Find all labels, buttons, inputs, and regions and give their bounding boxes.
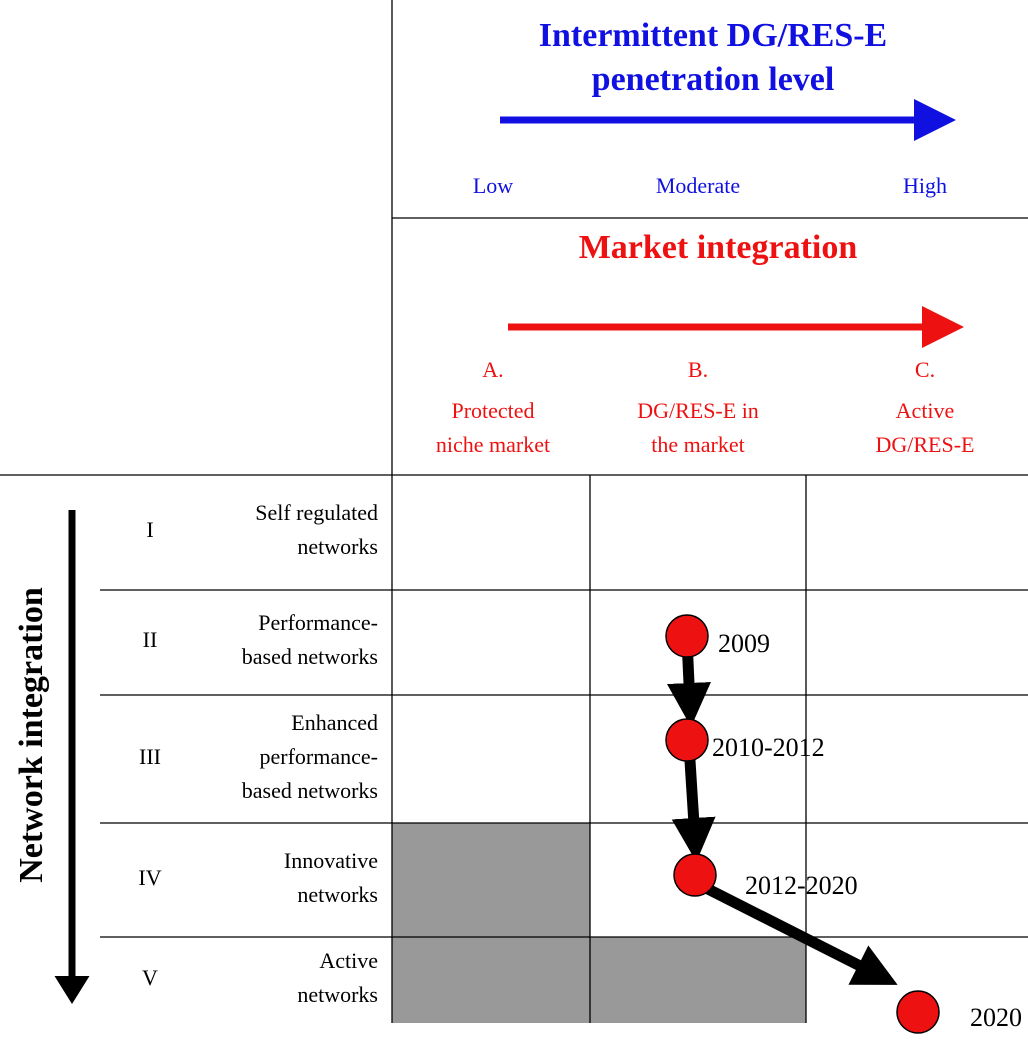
network-title: Network integration — [13, 587, 50, 883]
row-label: Innovative — [284, 848, 378, 873]
row-numeral: III — [139, 744, 161, 769]
stage-label: DG/RES-E — [876, 432, 975, 457]
stage-label: Protected — [451, 398, 534, 423]
row-label: Enhanced — [291, 710, 378, 735]
row-numeral: II — [143, 627, 158, 652]
milestone-dot — [665, 614, 709, 658]
row-label: based networks — [242, 644, 378, 669]
penetration-title: Intermittent DG/RES-E — [539, 17, 887, 54]
path-arrows — [667, 639, 898, 985]
row-label: networks — [297, 534, 378, 559]
milestone-label: 2010-2012 — [712, 733, 825, 762]
row-numeral: IV — [138, 865, 161, 890]
stage-label: Active — [896, 398, 955, 423]
row-label: performance- — [260, 744, 378, 769]
milestone-label: 2012-2020 — [745, 871, 858, 900]
penetration-title: penetration level — [592, 61, 835, 98]
grid — [0, 0, 1028, 1023]
stage-letter: A. — [482, 357, 503, 382]
milestone-label: 2009 — [718, 629, 770, 658]
stage-letter: B. — [688, 357, 708, 382]
milestone-dot — [665, 718, 709, 762]
row-numeral: I — [146, 517, 153, 542]
milestone-label: 2020 — [970, 1003, 1022, 1032]
milestone-dot — [896, 990, 940, 1034]
stage-label: niche market — [436, 432, 550, 457]
stage-label: the market — [651, 432, 744, 457]
stage-label: DG/RES-E in — [637, 398, 759, 423]
market-title: Market integration — [579, 229, 858, 266]
row-label: networks — [297, 882, 378, 907]
penetration-level: High — [903, 173, 947, 198]
row-label: Performance- — [258, 610, 378, 635]
row-label: Active — [319, 948, 378, 973]
row-label: based networks — [242, 778, 378, 803]
row-label: Self regulated — [255, 500, 378, 525]
penetration-level: Moderate — [656, 173, 740, 198]
milestone-dot — [673, 853, 717, 897]
shaded-cell — [392, 937, 806, 1023]
stage-letter: C. — [915, 357, 935, 382]
row-numeral: V — [142, 965, 158, 990]
row-label: networks — [297, 982, 378, 1007]
penetration-level: Low — [473, 173, 513, 198]
shaded-cell — [392, 823, 590, 937]
